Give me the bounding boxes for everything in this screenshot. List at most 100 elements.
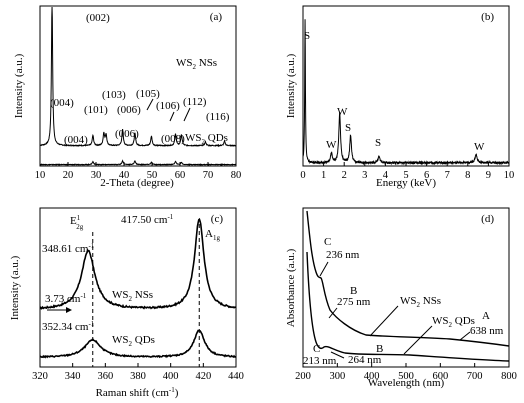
- label-352: 352.34 cm-1: [42, 320, 95, 333]
- x-tick-label: 7: [445, 170, 450, 181]
- legend-nss-d: WS2 NSs: [400, 295, 441, 309]
- x-tick-label: 600: [432, 371, 448, 382]
- arrow-105: [146, 98, 154, 111]
- peak-label-116: (116): [206, 111, 230, 123]
- label-c-lower: C: [313, 343, 320, 355]
- label-417: 417.50 cm-1: [121, 213, 174, 226]
- x-tick-label: 8: [465, 170, 470, 181]
- x-tick-label: 9: [486, 170, 491, 181]
- arrow-275nm: [328, 307, 338, 319]
- x-tick-label: 3: [362, 170, 367, 181]
- panel-d-x-ticks: 200 300 400 500 600 700 800: [295, 363, 517, 382]
- peak-label-101: (101): [84, 104, 108, 116]
- peak-label-103: (103): [102, 89, 126, 101]
- x-tick-label: 400: [163, 371, 179, 382]
- arrow-264nm: [330, 351, 345, 359]
- x-tick-label: 30: [91, 170, 102, 181]
- label-shift: 3.73 cm-1: [45, 292, 87, 305]
- x-tick-label: 800: [501, 371, 517, 382]
- x-tick-label: 360: [97, 371, 113, 382]
- qds-peak-label-004: (004): [64, 134, 88, 146]
- panel-d-frame: [302, 207, 510, 368]
- panel-a-frame: [39, 5, 237, 167]
- label-236nm: 236 nm: [326, 249, 360, 261]
- x-tick-label: 10: [35, 170, 46, 181]
- peak-label-105: (105): [136, 88, 160, 100]
- x-tick-label: 440: [228, 371, 244, 382]
- qds-peak-label-006: (006): [115, 128, 139, 140]
- label-638nm: 638 nm: [470, 325, 504, 337]
- panel-c: 320 340 360 380 400 420 440 (c) E1 2g 417.50 cm…: [9, 207, 244, 399]
- x-tick-label: 4: [383, 170, 389, 181]
- eds-label-s-2: S: [345, 122, 351, 134]
- legend-qds-c: WS2 QDs: [112, 334, 155, 348]
- label-c-upper: C: [324, 236, 331, 248]
- shift-arrow-head: [66, 307, 72, 313]
- panel-b-label: (b): [481, 11, 494, 23]
- peak-label-112: (112): [183, 96, 207, 108]
- eds-label-s-3: S: [375, 137, 381, 149]
- x-tick-label: 380: [130, 371, 146, 382]
- label-348: 348.61 cm-1: [42, 242, 95, 255]
- panel-b: 0 1 2 3 4 5 6 7 8 9 10 (b) S W W S S W Energy (keV…: [285, 5, 514, 189]
- panel-c-ylabel: Intensity (a.u.): [9, 255, 21, 320]
- arrow-638nm: [459, 331, 471, 341]
- label-b-lower: B: [376, 343, 383, 355]
- panel-d-ylabel: Absorbance (a.u.): [285, 248, 297, 327]
- panel-a-series-nss: [39, 6, 237, 148]
- peak-label-002: (002): [86, 12, 110, 24]
- panel-d-xlabel: Wavelength (nm): [368, 377, 445, 389]
- panel-a: 10 20 30 40 50 60 70 80 (a) (002) (004) (101) (…: [13, 5, 242, 189]
- x-tick-label: 320: [32, 371, 48, 382]
- x-tick-label: 80: [231, 170, 242, 181]
- eds-label-w-1: W: [326, 139, 337, 151]
- panel-c-x-ticks: 320 340 360 380 400 420 440: [32, 363, 244, 382]
- x-tick-label: 340: [65, 371, 81, 382]
- panel-b-ylabel: Intensity (a.u.): [285, 53, 297, 118]
- label-213nm: 213 nm: [303, 355, 337, 367]
- legend-qds-d: WS2 QDs: [432, 315, 475, 329]
- x-tick-label: 400: [364, 371, 380, 382]
- x-tick-label: 6: [424, 170, 429, 181]
- peak-label-004: (004): [50, 97, 74, 109]
- panel-a-ylabel: Intensity (a.u.): [13, 53, 25, 118]
- label-a: A: [482, 310, 490, 322]
- panel-a-x-ticks: 10 20 30 40 50 60 70 80: [35, 162, 242, 181]
- label-e2g: E1 2g: [70, 214, 84, 231]
- label-264nm: 264 nm: [348, 354, 382, 366]
- panel-c-series-nss: [39, 217, 237, 310]
- panel-b-x-ticks: 0 1 2 3 4 5 6 7 8 9 10: [300, 162, 514, 181]
- x-tick-label: 200: [295, 371, 311, 382]
- x-tick-label: 10: [504, 170, 515, 181]
- panel-b-xlabel: Energy (keV): [376, 177, 436, 189]
- x-tick-label: 5: [403, 170, 408, 181]
- eds-label-s-1: S: [304, 30, 310, 42]
- panel-c-xlabel: Raman shift (cm-1): [96, 386, 179, 399]
- pointer-nss-d: [369, 305, 399, 337]
- x-tick-label: 0: [300, 170, 305, 181]
- qds-peak-label-008: (008): [161, 133, 185, 145]
- x-tick-label: 60: [175, 170, 186, 181]
- pointer-qds-d: [403, 325, 433, 355]
- label-b-upper: B: [350, 285, 357, 297]
- panel-a-xlabel: 2-Theta (degree): [100, 177, 174, 189]
- x-tick-label: 300: [329, 371, 345, 382]
- panel-a-label: (a): [210, 11, 223, 23]
- x-tick-label: 50: [147, 170, 158, 181]
- x-tick-label: 2: [342, 170, 347, 181]
- legend-nss-a: WS2 NSs: [176, 57, 217, 71]
- panel-a-series-qds: [39, 159, 237, 166]
- peak-label-006: (006): [117, 104, 141, 116]
- eds-label-w-2: W: [337, 106, 348, 118]
- x-tick-label: 500: [398, 371, 414, 382]
- legend-nss-c: WS2 NSs: [112, 289, 153, 303]
- absorbance-curve-nss: [306, 210, 510, 347]
- arrow-236nm: [319, 261, 329, 277]
- arrow-106: [169, 111, 175, 122]
- x-tick-label: 70: [203, 170, 214, 181]
- arrow-112: [183, 107, 191, 122]
- eds-label-w-3: W: [474, 141, 485, 153]
- x-tick-label: 1: [321, 170, 326, 181]
- panel-c-label: (c): [211, 213, 224, 225]
